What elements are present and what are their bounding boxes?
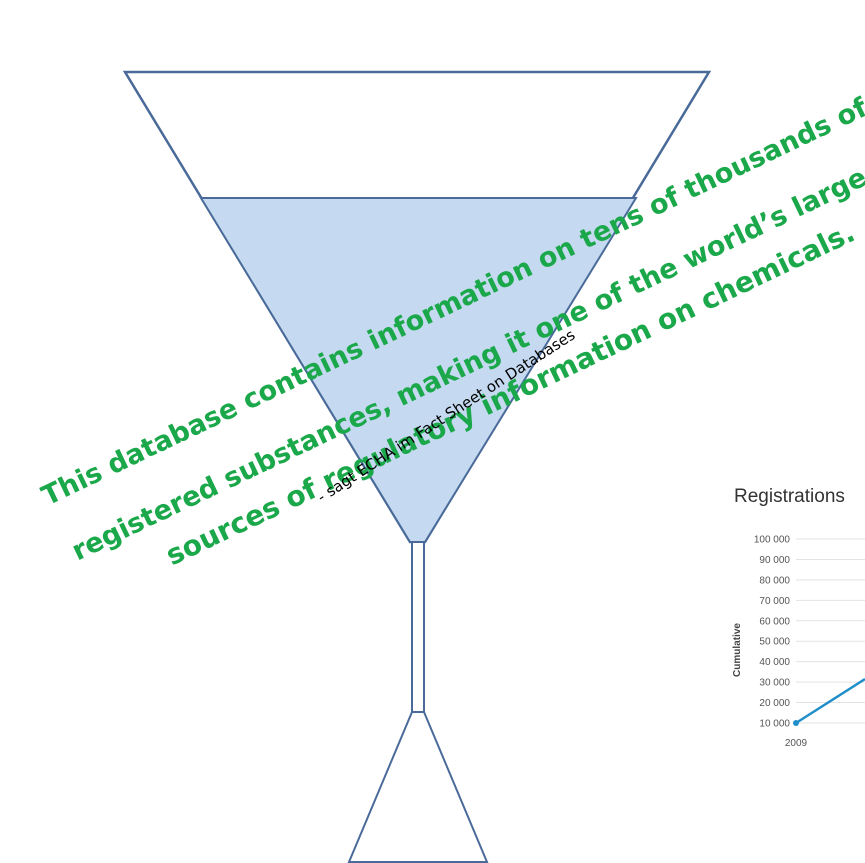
chart-y-tick-label: 10 000 bbox=[759, 719, 790, 730]
chart-data-point bbox=[793, 720, 799, 726]
chart-y-tick-label: 100 000 bbox=[754, 535, 791, 546]
chart-y-tick-label: 70 000 bbox=[759, 596, 790, 607]
chart-y-tick-label: 40 000 bbox=[759, 657, 790, 668]
chart-y-tick-label: 30 000 bbox=[759, 678, 790, 689]
chart-series-line bbox=[795, 677, 865, 725]
registrations-chart: 100 000 90 000 80 000 70 000 60 000 50 000 40 … bbox=[732, 535, 865, 749]
chart-y-tick-label: 20 000 bbox=[759, 698, 790, 709]
funnel-base bbox=[347, 711, 489, 863]
chart-y-tick-label: 90 000 bbox=[759, 555, 790, 566]
chart-x-tick-2009: 2009 bbox=[785, 738, 808, 749]
chart-y-ticks: 100 000 90 000 80 000 70 000 60 000 50 000 40 … bbox=[754, 535, 791, 730]
chart-y-tick-label: 50 000 bbox=[759, 637, 790, 648]
chart-y-tick-label: 80 000 bbox=[759, 575, 790, 586]
chart-y-tick-label: 60 000 bbox=[759, 616, 790, 627]
chart-y-axis-label: Cumulative bbox=[732, 623, 743, 677]
funnel-stem bbox=[411, 541, 425, 713]
chart-gridlines bbox=[796, 538, 865, 724]
chart-title: Registrations bbox=[734, 486, 845, 507]
